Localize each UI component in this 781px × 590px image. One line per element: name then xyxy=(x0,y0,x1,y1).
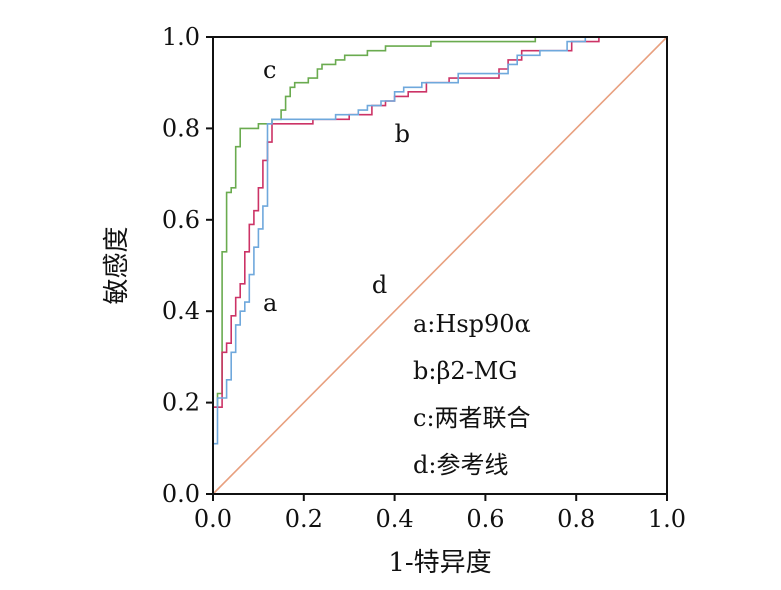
y-tick-label: 0.0 xyxy=(162,480,200,508)
x-axis-title: 1-特异度 xyxy=(388,548,491,578)
y-tick-label: 0.2 xyxy=(162,389,200,417)
y-tick-label: 1.0 xyxy=(162,23,200,51)
roc-curves xyxy=(212,36,668,495)
curve-label-b: b xyxy=(395,120,410,148)
x-tick-label: 0.2 xyxy=(285,505,323,533)
legend-item-a: a:Hsp90α xyxy=(413,310,531,338)
x-tick-label: 1.0 xyxy=(648,505,686,533)
legend-item-c: c:两者联合 xyxy=(413,404,531,432)
curve-label-a: a xyxy=(263,289,277,317)
roc-curve-b xyxy=(212,36,667,494)
x-tick-label: 0.8 xyxy=(557,505,595,533)
legend-item-d: d:参考线 xyxy=(413,451,508,479)
curve-labels: c a b d xyxy=(263,56,410,317)
y-tick-label: 0.6 xyxy=(162,206,200,234)
legend-item-b: b:β2-MG xyxy=(413,357,517,385)
legend: a:Hsp90α b:β2-MG c:两者联合 d:参考线 xyxy=(413,310,531,479)
x-tick-label: 0.6 xyxy=(466,505,504,533)
y-tick-label: 0.4 xyxy=(162,297,200,325)
axis-ticks: 0.0 0.2 0.4 0.6 0.8 1.0 0.0 0.2 0.4 0.6 0.8 1.0 xyxy=(162,23,686,533)
curve-label-c: c xyxy=(263,56,276,84)
x-tick-label: 0.4 xyxy=(376,505,414,533)
y-tick-label: 0.8 xyxy=(162,114,200,142)
roc-curve-c xyxy=(212,36,667,494)
roc-curve-d xyxy=(212,36,668,495)
curve-label-d: d xyxy=(372,271,387,299)
x-tick-label: 0.0 xyxy=(194,505,232,533)
plot-frame xyxy=(212,36,668,495)
y-axis-title: 敏感度 xyxy=(102,226,132,304)
roc-curve-a xyxy=(212,36,667,494)
